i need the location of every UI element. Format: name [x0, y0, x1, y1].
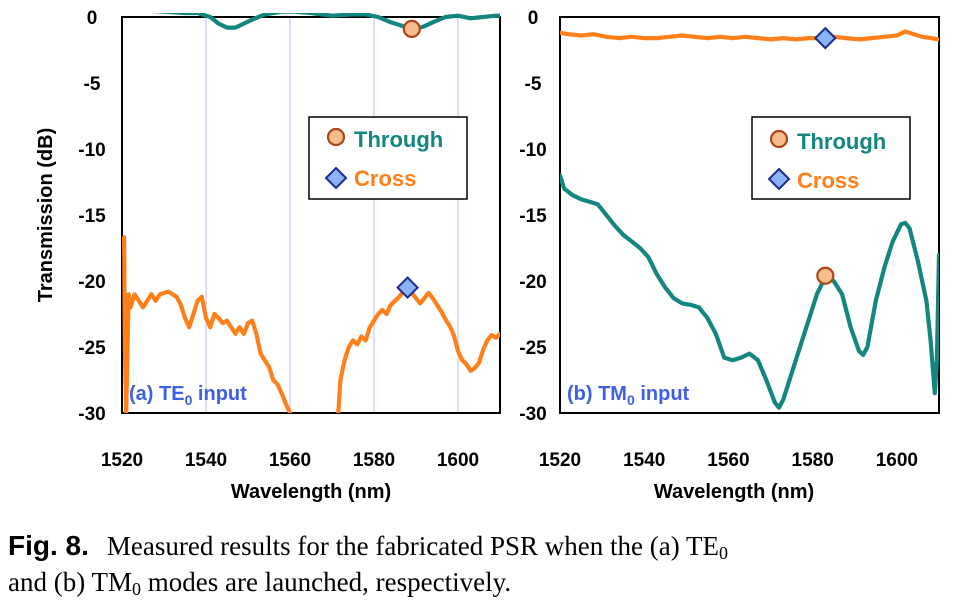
panel-a-x-ticks: 1520 1540 1560 1580 1600: [101, 450, 479, 471]
panel-b-y-tick-label: -10: [519, 140, 546, 161]
panel-b-y-tick-label: -15: [519, 206, 547, 227]
panel-b-y-tick-label: -25: [519, 338, 547, 359]
panel-b-xlabel: Wavelength (nm): [654, 481, 814, 503]
panel-a: 0-5-10-15-20-25-30 1520 1540 1560 1580 1600 …: [35, 8, 501, 503]
panel-a-x-tick-label: 1520: [101, 450, 143, 471]
panel-b-x-tick-label: 1540: [623, 450, 665, 471]
panel-a-x-tick-label: 1580: [353, 450, 395, 471]
panel-b-plot-area: [559, 16, 940, 414]
panel-a-x-tick-label: 1540: [185, 450, 227, 471]
panel-b-label-sub: 0: [627, 392, 635, 408]
panel-a-plot-area: [121, 16, 501, 414]
panel-a-cross-marker: [396, 276, 420, 300]
figure-caption: Fig. 8. Measured results for the fabricat…: [8, 528, 963, 600]
panel-b-x-ticks: 1520 1540 1560 1580 1600: [539, 450, 918, 471]
panel-b-label-suffix: input: [635, 383, 690, 405]
panel-b-x-tick-label: 1600: [876, 450, 918, 471]
panel-b-cross-marker: [813, 26, 837, 50]
panel-a-label: (a) TE0 input: [129, 383, 247, 408]
panel-b: 0-5-10-15-20-25-30 1520 1540 1560 1580 1600 …: [519, 8, 940, 503]
panel-a-cross-line-1: [336, 286, 500, 413]
panel-a-cross-line-0: [122, 235, 293, 413]
panel-a-y-tick-label: -15: [78, 206, 106, 227]
panel-a-through-line: [151, 13, 500, 31]
figure: 0-5-10-15-20-25-30 1520 1540 1560 1580 1600 …: [35, 8, 940, 503]
panel-b-y-tick-label: -5: [525, 74, 542, 95]
panel-a-series: [122, 13, 500, 413]
panel-b-y-tick-label: -20: [519, 272, 546, 293]
panel-a-y-tick-label: -30: [78, 404, 105, 425]
panel-a-y-tick-label: -25: [78, 338, 106, 359]
panel-a-ylabel: Transmission (dB): [35, 128, 57, 302]
panel-a-y-ticks: 0 -5 -10 -15 -20 -25 -30: [78, 8, 106, 425]
panel-b-legend-through-label: Through: [797, 129, 886, 154]
panel-a-y-tick-label: -5: [84, 74, 101, 95]
panel-b-legend-cross-label: Cross: [797, 168, 859, 193]
caption-sub-2: 0: [131, 579, 141, 599]
panel-a-label-sub: 0: [185, 392, 193, 408]
panel-b-legend-cross-marker: [767, 167, 791, 191]
panel-a-legend-through-marker: [326, 127, 346, 147]
panel-a-label-suffix: input: [192, 383, 247, 405]
panel-a-xlabel: Wavelength (nm): [231, 481, 391, 503]
panel-a-legend-cross-marker: [324, 166, 348, 190]
panel-a-legend-cross-label: Cross: [354, 166, 416, 191]
panel-a-legend: Through Cross: [308, 116, 468, 200]
panel-b-legend: Through Cross: [751, 116, 911, 200]
panel-b-x-tick-label: 1580: [792, 450, 834, 471]
caption-text-3: modes are launched, respectively.: [140, 567, 512, 597]
panel-a-legend-through-label: Through: [354, 127, 443, 152]
panel-b-x-tick-label: 1520: [539, 450, 581, 471]
caption-label: Fig. 8.: [8, 530, 89, 561]
panel-b-y-ticks: 0 -5 -10 -15 -20 -25 -30: [519, 8, 547, 425]
panel-a-y-tick-label: -20: [78, 272, 105, 293]
caption-text-2: and (b) TM: [8, 567, 132, 597]
panel-b-y-tick-label: 0: [528, 8, 539, 29]
panel-a-y-tick-label: 0: [87, 8, 98, 29]
panel-a-grid: [205, 17, 459, 413]
panel-b-x-tick-label: 1560: [707, 450, 749, 471]
panel-b-legend-through-marker: [769, 129, 789, 149]
panel-a-through-marker: [402, 19, 421, 38]
panel-b-series: [560, 29, 939, 410]
caption-text-1: Measured results for the fabricated PSR …: [106, 531, 719, 561]
panel-a-label-prefix: (a) TE: [129, 383, 185, 405]
panel-b-y-tick-label: -30: [519, 404, 546, 425]
panel-b-through-marker: [816, 266, 835, 285]
panel-b-label: (b) TM0 input: [567, 383, 690, 408]
panel-b-label-prefix: (b) TM: [567, 383, 627, 405]
caption-sub-1: 0: [718, 543, 728, 563]
panel-a-x-tick-label: 1560: [269, 450, 311, 471]
panel-b-cross-line: [560, 29, 939, 42]
panel-a-y-tick-label: -10: [78, 140, 105, 161]
panel-a-x-tick-label: 1600: [437, 450, 479, 471]
panel-b-through-line: [560, 173, 939, 410]
